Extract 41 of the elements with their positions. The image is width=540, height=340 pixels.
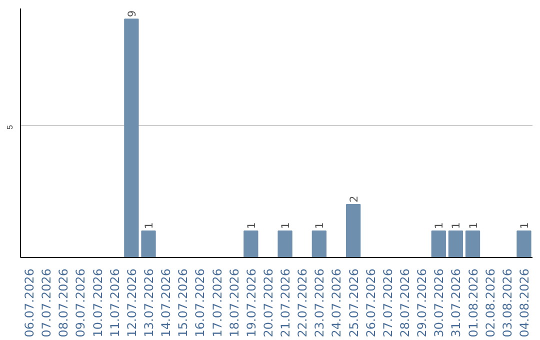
y-tick-label: 5 — [6, 124, 14, 130]
data-label: 1 — [279, 222, 292, 230]
x-tick-label: 21.07.2026 — [278, 268, 293, 338]
x-tick-label: 12.07.2026 — [124, 268, 139, 338]
x-tick-label: 03.08.2026 — [500, 268, 514, 338]
x-tick-label: 31.07.2026 — [449, 268, 464, 338]
x-tick-label: 02.08.2026 — [483, 268, 498, 338]
x-tick-label: 29.07.2026 — [415, 268, 430, 338]
x-tick-label: 07.07.2026 — [40, 268, 54, 338]
data-label: 1 — [432, 222, 446, 230]
x-tick-label: 11.07.2026 — [108, 268, 122, 338]
x-tick-label: 08.07.2026 — [56, 268, 71, 338]
x-tick-label: 17.07.2026 — [210, 268, 224, 338]
x-tick-label: 16.07.2026 — [193, 268, 208, 338]
x-tick-label: 04.08.2026 — [517, 268, 532, 338]
x-tick-label: 23.07.2026 — [312, 268, 327, 338]
x-tick-label: 13.07.2026 — [142, 268, 156, 338]
x-tick-label: 01.08.2026 — [466, 268, 480, 338]
x-tick-label: 25.07.2026 — [346, 268, 361, 338]
x-tick-label: 14.07.2026 — [159, 268, 174, 338]
x-tick-label: 27.07.2026 — [380, 268, 395, 338]
data-label: 1 — [142, 222, 156, 230]
data-label: 1 — [450, 222, 463, 230]
data-label: 1 — [244, 222, 258, 230]
data-label: 2 — [347, 196, 360, 203]
x-tick-label: 18.07.2026 — [227, 268, 242, 338]
x-tick-label: 30.07.2026 — [432, 268, 446, 338]
x-tick-label: 26.07.2026 — [364, 268, 378, 338]
x-tick-label: 24.07.2026 — [330, 268, 344, 338]
x-tick-label: 19.07.2026 — [244, 268, 258, 338]
x-tick-label: 20.07.2026 — [261, 268, 276, 338]
data-label: 1 — [466, 222, 480, 230]
data-label: 1 — [313, 222, 326, 230]
data-label: 1 — [518, 222, 531, 230]
x-tick-label: 22.07.2026 — [296, 268, 310, 338]
data-label: 9 — [125, 10, 138, 18]
x-tick-label: 06.07.2026 — [22, 268, 37, 338]
x-tick-label: 09.07.2026 — [74, 268, 88, 338]
x-tick-label: 15.07.2026 — [176, 268, 190, 338]
x-tick-label: 28.07.2026 — [398, 268, 412, 338]
x-tick-label: 10.07.2026 — [90, 268, 105, 338]
